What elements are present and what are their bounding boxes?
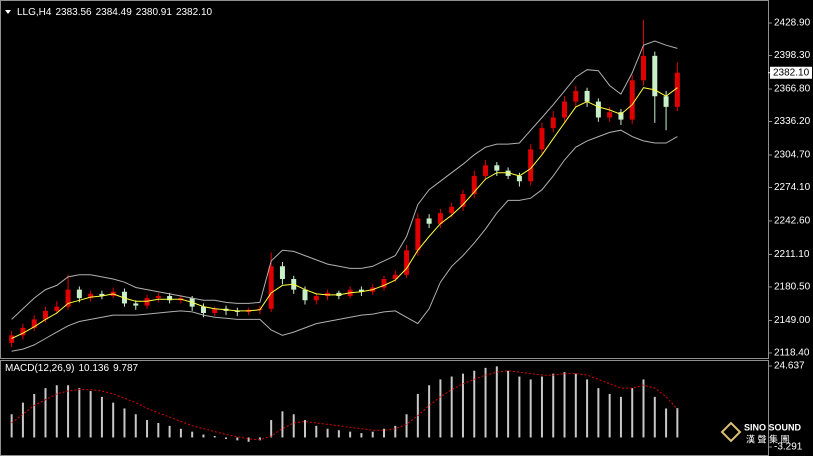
- candle-body: [99, 293, 105, 297]
- candle-body: [460, 193, 466, 207]
- candle-body: [516, 175, 522, 182]
- candle-body: [426, 218, 432, 224]
- candle-body: [550, 117, 556, 129]
- y-tick-label: 2211.10: [774, 249, 810, 260]
- y-tick-label: 24.637: [774, 361, 805, 372]
- macd-title: MACD(12,26,9): [5, 363, 74, 374]
- logo: [720, 421, 742, 443]
- y-tick-label: 2398.30: [774, 50, 811, 61]
- y-tick-label: 2366.80: [774, 84, 811, 95]
- candle-body: [88, 293, 94, 299]
- candle-body: [42, 310, 48, 320]
- y-tick-label: 2118.40: [774, 348, 810, 359]
- overlay-line: [11, 87, 678, 339]
- candle-body: [618, 112, 624, 120]
- candle-body: [31, 319, 37, 328]
- macd-header: MACD(12,26,9) 10.136 9.787: [5, 363, 139, 374]
- signal-line: [11, 370, 678, 441]
- candle-body: [415, 218, 421, 251]
- candle-body: [674, 72, 680, 107]
- y-tick-label: 2304.70: [774, 150, 811, 161]
- brand-chinese: 漢 聲 集 團: [746, 433, 790, 444]
- y-tick-label: 2428.90: [774, 18, 811, 29]
- watermark: SINO SOUND 漢 聲 集 團: [720, 421, 802, 444]
- candle-body: [449, 206, 455, 214]
- candle-body: [302, 289, 308, 301]
- overlay-line: [11, 40, 678, 320]
- candle-body: [212, 308, 218, 314]
- ohlc-value: 2382.10: [176, 7, 213, 18]
- y-tick-label: -3.291: [774, 442, 803, 453]
- candle-body: [494, 165, 500, 171]
- main-frame: [0, 0, 769, 359]
- candle-body: [562, 101, 568, 118]
- candle-body: [9, 335, 15, 343]
- last-price-box: [770, 66, 812, 79]
- candle-body: [200, 306, 206, 314]
- candle-body: [652, 55, 658, 97]
- y-tick-label: 2242.60: [774, 216, 811, 227]
- candle-body: [76, 289, 82, 299]
- y-tick-label: 2336.20: [774, 116, 811, 127]
- candle-body: [279, 266, 285, 280]
- candle-body: [392, 274, 398, 280]
- candle-body: [404, 250, 410, 275]
- y-tick-label: 2274.10: [774, 182, 811, 193]
- menu-arrow: [5, 10, 11, 14]
- last-price-label: 2382.10: [773, 67, 810, 78]
- candle-body: [155, 296, 161, 299]
- candle-body: [437, 213, 443, 224]
- ohlc-value: 2383.56: [55, 7, 92, 18]
- y-tick-label: 2180.50: [774, 282, 811, 293]
- header-info: LLG,H4 2383.56 2384.49 2380.91 2382.10: [17, 7, 213, 18]
- candle-body: [471, 175, 477, 194]
- symbol: LLG,H4: [17, 7, 52, 18]
- candle-body: [584, 90, 590, 102]
- candle-body: [54, 306, 60, 311]
- candle-body: [268, 266, 274, 309]
- candle-body: [358, 289, 364, 292]
- candle-body: [629, 80, 635, 120]
- candle-body: [595, 101, 601, 118]
- candle-body: [505, 170, 511, 176]
- candle-body: [607, 112, 613, 118]
- candle-body: [483, 165, 489, 176]
- overlay-line: [11, 129, 678, 352]
- candle-body: [381, 279, 387, 288]
- candle-body: [167, 296, 173, 301]
- signal-value: 9.787: [113, 363, 138, 374]
- y-tick-label: 2149.00: [774, 315, 811, 326]
- candle-body: [539, 128, 545, 150]
- ohlc-value: 2380.91: [136, 7, 173, 18]
- candle-body: [144, 298, 150, 306]
- candle-body: [663, 96, 669, 107]
- candle-body: [20, 327, 26, 336]
- candle-body: [641, 55, 647, 81]
- candle-body: [313, 296, 319, 301]
- candle-body: [573, 90, 579, 102]
- candle-body: [234, 310, 240, 312]
- candle-body: [528, 149, 534, 182]
- brand: SINO SOUND: [744, 422, 802, 432]
- macd-value: 10.136: [78, 363, 109, 374]
- ohlc-value: 2384.49: [96, 7, 133, 18]
- candle-body: [133, 303, 139, 306]
- candle-body: [65, 289, 71, 307]
